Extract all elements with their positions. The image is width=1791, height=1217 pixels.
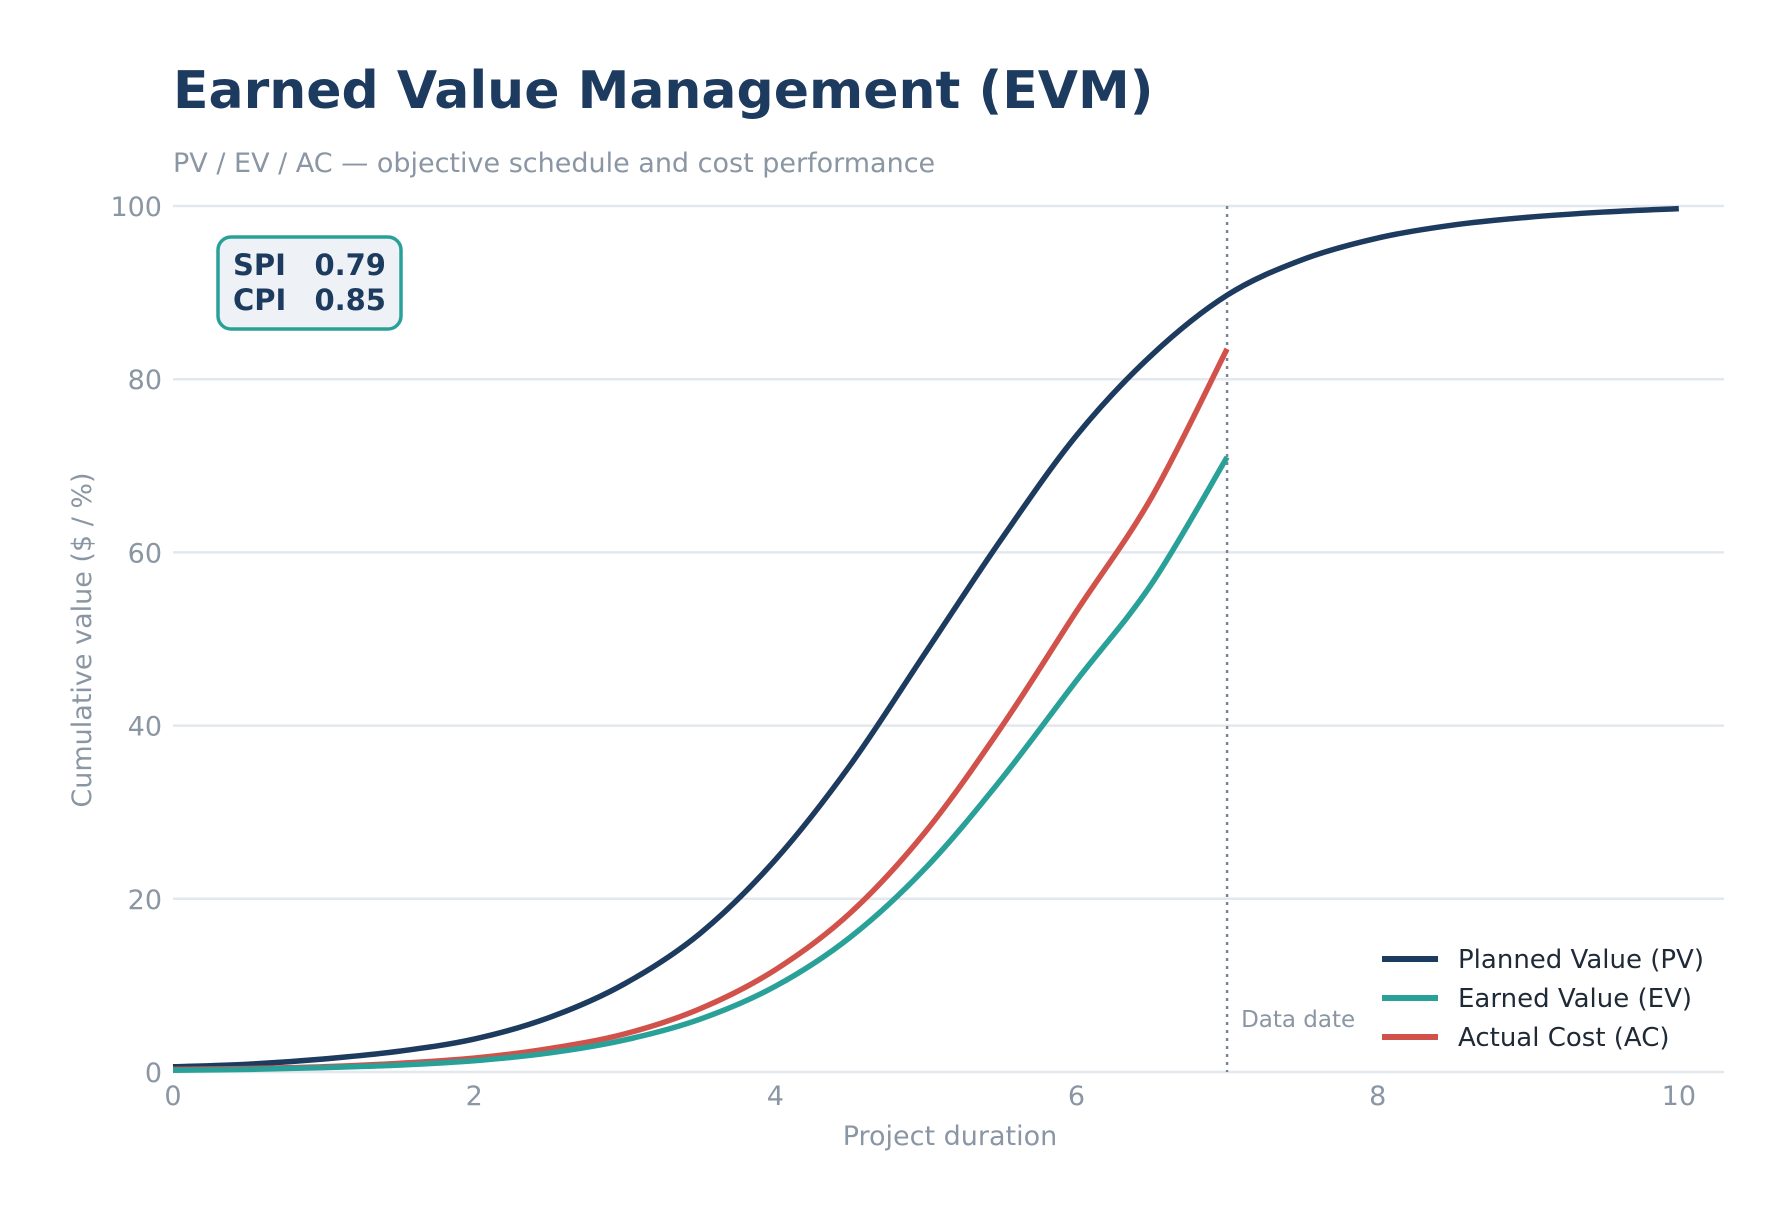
- x-axis-ticks: 0 2 4 6 8 10: [164, 1081, 1696, 1112]
- series-line-0: [172, 205, 1679, 1070]
- cpi-value: 0.85: [314, 283, 386, 317]
- legend-label-2: Actual Cost (AC): [1458, 1023, 1670, 1053]
- x-tick-label: 8: [1369, 1081, 1386, 1112]
- y-tick-label: 80: [128, 365, 162, 396]
- chart-subtitle: PV / EV / AC — objective schedule and co…: [173, 148, 935, 179]
- y-tick-label: 20: [128, 885, 162, 916]
- spi-value: 0.79: [314, 248, 386, 282]
- spi-label: SPI: [233, 248, 286, 282]
- x-tick-label: 4: [767, 1081, 784, 1112]
- y-tick-label: 60: [128, 538, 162, 569]
- kpi-box: SPI 0.79 CPI 0.85: [216, 235, 403, 331]
- legend: Planned Value (PV) Earned Value (EV) Actua…: [1382, 945, 1704, 1053]
- x-tick-label: 2: [466, 1081, 483, 1112]
- cpi-label: CPI: [233, 283, 286, 317]
- x-tick-label: 10: [1662, 1081, 1696, 1112]
- data-date-label: Data date: [1241, 1007, 1355, 1033]
- x-tick-label: 0: [164, 1081, 181, 1112]
- legend-label-0: Planned Value (PV): [1458, 945, 1704, 975]
- grid: [173, 204, 1724, 1074]
- y-axis-ticks: 0 20 40 60 80 100: [110, 192, 162, 1089]
- y-tick-label: 0: [145, 1058, 162, 1089]
- y-tick-label: 40: [128, 712, 162, 743]
- series-line-1: [172, 455, 1230, 1074]
- y-tick-label: 100: [110, 192, 162, 223]
- series-lines: [172, 205, 1679, 1074]
- x-tick-label: 6: [1068, 1081, 1085, 1112]
- x-axis-label: Project duration: [843, 1121, 1058, 1152]
- y-axis-label: Cumulative value ($ / %): [67, 472, 98, 807]
- chart-title: Earned Value Management (EVM): [173, 61, 1153, 121]
- legend-label-1: Earned Value (EV): [1458, 984, 1692, 1014]
- series-line-2: [172, 347, 1230, 1073]
